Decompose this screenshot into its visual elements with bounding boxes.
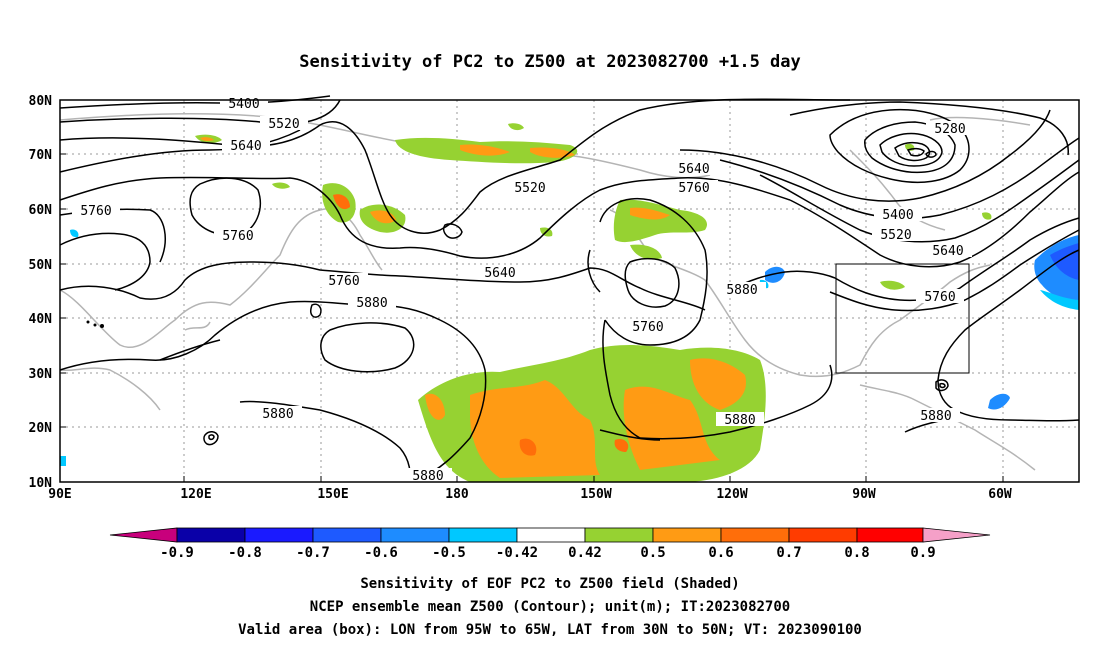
islands xyxy=(86,320,104,328)
caption-line-2: NCEP ensemble mean Z500 (Contour); unit(… xyxy=(310,599,790,615)
contour-label: 5640 xyxy=(484,266,515,281)
lon-tick-label: 90E xyxy=(48,487,71,502)
colorbar-label: -0.42 xyxy=(496,545,538,561)
valid-area-box xyxy=(835,263,970,374)
colorbar-cell xyxy=(516,527,586,543)
contour-label: 5280 xyxy=(934,122,965,137)
lon-tick-label: 60W xyxy=(988,487,1012,502)
contour-label: 5640 xyxy=(230,139,261,154)
captions: Sensitivity of EOF PC2 to Z500 field (Sh… xyxy=(238,576,862,638)
lat-tick-label: 20N xyxy=(29,421,53,436)
contour-label: 5640 xyxy=(678,162,709,177)
colorbar-label: 0.7 xyxy=(776,545,801,561)
contour-label: 5760 xyxy=(328,274,359,289)
caption-line-3: Valid area (box): LON from 95W to 65W, L… xyxy=(238,622,862,638)
colorbar-label: -0.8 xyxy=(228,545,262,561)
lat-tick-label: 40N xyxy=(29,312,53,327)
map-frame xyxy=(59,99,1080,483)
lat-tick-labels: 80N 70N 60N 50N 40N 30N 20N 10N xyxy=(29,94,53,491)
colorbar-cell xyxy=(244,527,314,543)
lat-tick-label: 70N xyxy=(29,148,53,163)
contour-label: 5760 xyxy=(632,320,663,335)
lon-tick-label: 180 xyxy=(445,487,469,502)
contour-label: 5880 xyxy=(356,296,387,311)
contour-label: 5880 xyxy=(724,413,755,428)
colorbar-label: -0.7 xyxy=(296,545,330,561)
contour-label: 5640 xyxy=(932,244,963,259)
colorbar-cell xyxy=(176,527,246,543)
colorbar-cell xyxy=(652,527,722,543)
colorbar-cell xyxy=(380,527,450,543)
lat-tick-label: 50N xyxy=(29,258,53,273)
colorbar-label: -0.5 xyxy=(432,545,466,561)
colorbar: -0.9 -0.8 -0.7 -0.6 -0.5 -0.42 0.42 0.5 … xyxy=(109,527,991,561)
contour-labels: 5400 5520 5640 5760 5520 5280 5640 5760 … xyxy=(72,96,974,484)
lat-tick-label: 60N xyxy=(29,203,53,218)
caption-line-1: Sensitivity of EOF PC2 to Z500 field (Sh… xyxy=(360,576,739,592)
colorbar-cell xyxy=(448,527,518,543)
contour-label: 5880 xyxy=(920,409,951,424)
contour-label: 5760 xyxy=(80,204,111,219)
colorbar-label: 0.9 xyxy=(910,545,935,561)
contour-label: 5760 xyxy=(924,290,955,305)
contour-label: 5520 xyxy=(514,181,545,196)
contour-label: 5880 xyxy=(262,407,293,422)
tick-marks xyxy=(60,99,1004,482)
colorbar-label: 0.8 xyxy=(844,545,869,561)
colorbar-label: -0.6 xyxy=(364,545,398,561)
colorbar-cell xyxy=(584,527,654,543)
shaded-sensitivity xyxy=(60,123,1079,482)
colorbar-min-arrow xyxy=(109,527,178,543)
lon-tick-labels: 90E 120E 150E 180 150W 120W 90W 60W xyxy=(48,487,1012,502)
colorbar-label: 0.42 xyxy=(568,545,602,561)
map-panel: 5400 5520 5640 5760 5520 5280 5640 5760 … xyxy=(29,94,1080,502)
figure-title: Sensitivity of PC2 to Z500 at 2023082700… xyxy=(299,52,801,72)
colorbar-cell xyxy=(856,527,924,543)
lon-tick-label: 90W xyxy=(852,487,876,502)
lon-tick-label: 120W xyxy=(716,487,747,502)
colorbar-label: -0.9 xyxy=(160,545,194,561)
lon-tick-label: 150W xyxy=(580,487,611,502)
colorbar-max-arrow xyxy=(922,527,991,543)
colorbar-cell xyxy=(312,527,382,543)
contour-label: 5520 xyxy=(268,117,299,132)
contour-label: 5760 xyxy=(678,181,709,196)
colorbar-label: 0.5 xyxy=(640,545,665,561)
contour-label: 5520 xyxy=(880,228,911,243)
colorbar-label: 0.6 xyxy=(708,545,733,561)
contour-label: 5880 xyxy=(726,283,757,298)
lat-tick-label: 80N xyxy=(29,94,53,109)
colorbar-cell xyxy=(720,527,790,543)
lon-tick-label: 150E xyxy=(317,487,348,502)
lat-tick-label: 10N xyxy=(29,476,53,491)
lon-tick-label: 120E xyxy=(180,487,211,502)
colorbar-cell xyxy=(788,527,858,543)
contour-label: 5400 xyxy=(882,208,913,223)
contour-label: 5760 xyxy=(222,229,253,244)
contour-label: 5880 xyxy=(412,469,443,484)
lat-tick-label: 30N xyxy=(29,367,53,382)
